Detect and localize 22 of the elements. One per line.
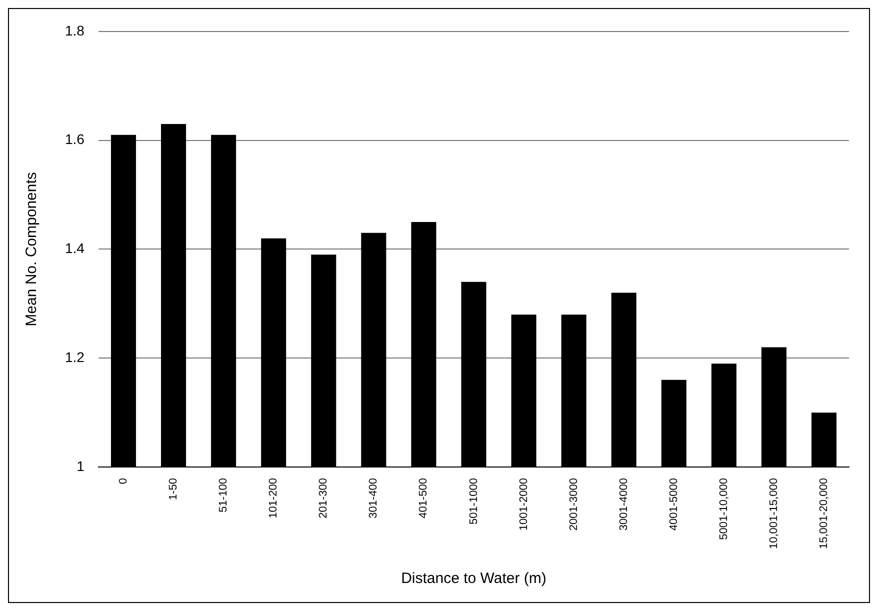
x-tick-label: 1001-2000 <box>518 478 530 531</box>
x-tick-label: 401-500 <box>418 478 430 518</box>
y-axis-title: Mean No. Components <box>23 172 40 326</box>
x-tick-label: 301-400 <box>368 478 380 518</box>
x-axis-title: Distance to Water (m) <box>401 570 546 588</box>
y-tick-label: 1.6 <box>64 131 85 148</box>
y-tick-label: 1.4 <box>64 240 85 256</box>
x-tick-label: 5001-10,000 <box>718 478 730 540</box>
y-tick-label: 1 <box>76 458 85 474</box>
x-tick-label: 2001-3000 <box>568 478 580 531</box>
x-tick-label: 501-1000 <box>468 478 480 525</box>
x-tick-label: 101-200 <box>268 478 280 518</box>
x-tick-label: 10,001-15,000 <box>768 478 780 549</box>
x-tick-label: 4001-5000 <box>668 478 680 531</box>
x-tick-label: 201-300 <box>318 478 330 518</box>
x-tick-label: 3001-4000 <box>618 478 630 531</box>
x-tick-label: 15,001-20,000 <box>818 478 830 549</box>
y-tick-label: 1.8 <box>64 22 85 38</box>
x-tick-label: 1-50 <box>168 478 180 500</box>
x-tick-label: 0 <box>118 478 130 484</box>
y-tick-label: 1.2 <box>64 348 85 365</box>
x-tick-label: 51-100 <box>218 478 230 512</box>
